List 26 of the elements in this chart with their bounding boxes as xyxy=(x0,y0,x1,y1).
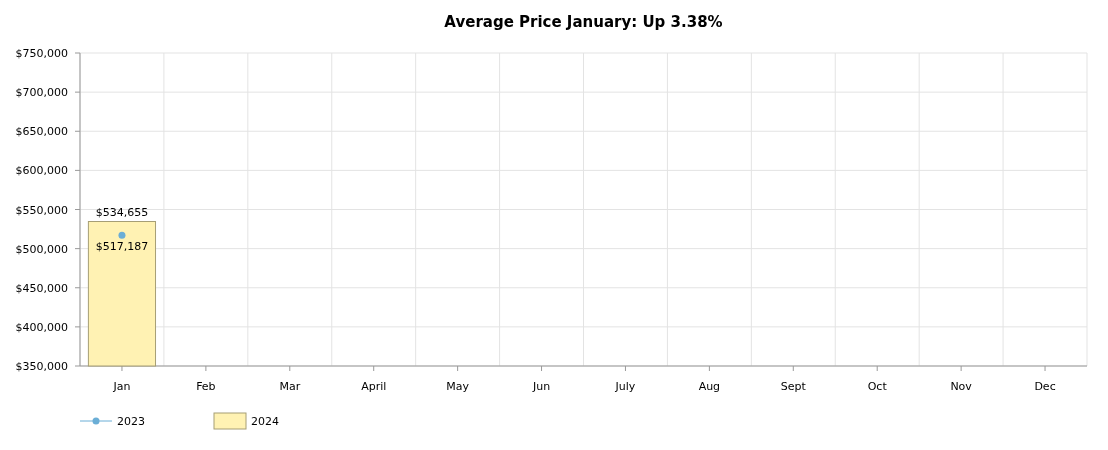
y-tick-label: $600,000 xyxy=(15,164,68,178)
data-label: $534,655 xyxy=(95,205,149,219)
x-tick-label: Aug xyxy=(698,380,721,393)
y-tick-label: $700,000 xyxy=(15,86,68,100)
x-tick-label: Jan xyxy=(112,380,131,393)
x-tick-label: May xyxy=(446,380,470,393)
chart-title: Average Price January: Up 3.38% xyxy=(444,13,723,31)
y-tick-label: $650,000 xyxy=(15,125,68,139)
y-tick-label: $350,000 xyxy=(15,360,68,373)
x-tick-label: Jun xyxy=(531,380,551,393)
x-tick-label: Nov xyxy=(950,380,973,393)
legend-label: 2024 xyxy=(251,415,279,428)
x-tick-label: Mar xyxy=(279,380,301,393)
x-tick-label: Oct xyxy=(867,380,888,393)
data-label: $517,187 xyxy=(95,240,149,254)
x-tick-label: Dec xyxy=(1034,380,1056,393)
y-tick-label: $450,000 xyxy=(15,281,68,295)
y-tick-label: $550,000 xyxy=(15,203,68,217)
y-tick-label: $500,000 xyxy=(15,242,68,256)
x-tick-label: April xyxy=(361,380,387,393)
legend-label: 2023 xyxy=(117,415,145,428)
y-tick-label: $750,000 xyxy=(15,47,68,60)
x-tick-label: Sept xyxy=(780,380,807,393)
x-tick-label: Feb xyxy=(196,380,216,393)
y-tick-label: $400,000 xyxy=(15,320,68,334)
x-tick-label: July xyxy=(614,380,636,393)
